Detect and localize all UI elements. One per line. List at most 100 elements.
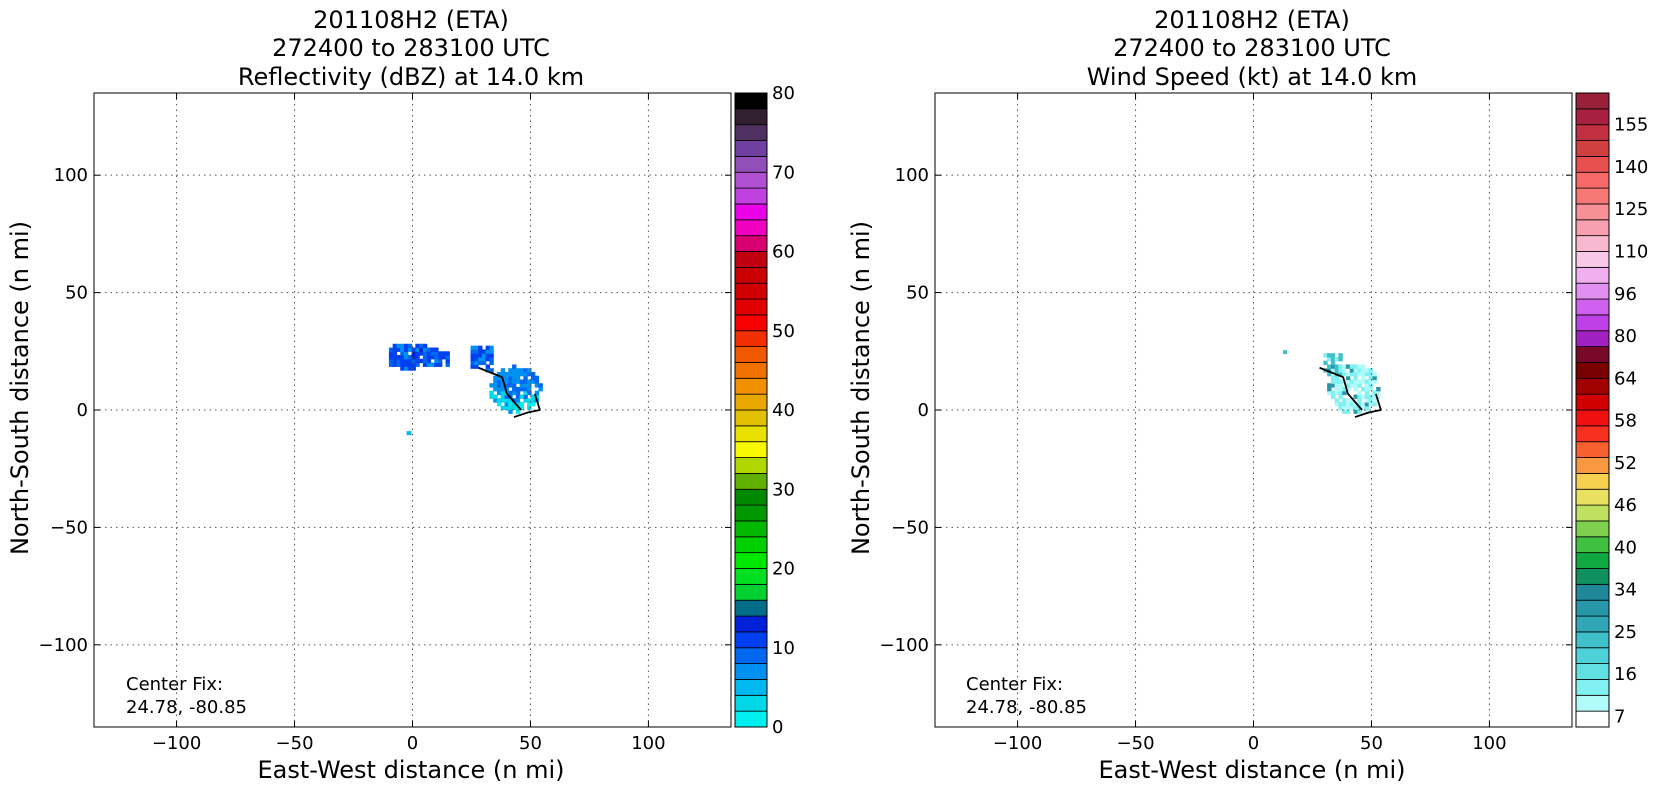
echo-cell	[437, 362, 443, 367]
echo-cell	[404, 366, 409, 371]
echo-cell	[406, 431, 412, 436]
echo-cell	[485, 368, 491, 373]
center-fix-label: Center Fix:	[126, 674, 223, 695]
wind-cell	[1353, 364, 1358, 369]
wind-cell	[1368, 379, 1374, 384]
wind-cell	[1338, 368, 1343, 373]
echo-cell	[481, 353, 487, 358]
echo-cell	[530, 394, 536, 399]
colorbar-bin	[734, 330, 768, 348]
echo-cell	[508, 390, 513, 396]
wind-cell	[1342, 402, 1347, 407]
wind-cell	[1361, 386, 1366, 392]
colorbar-bin	[1575, 631, 1610, 649]
echo-cell	[422, 351, 428, 356]
colorbar-bin	[1575, 251, 1610, 268]
colorbar-bin	[734, 536, 768, 554]
y-tick-label: 0	[77, 400, 88, 421]
echo-cell	[489, 383, 494, 388]
wind-cell	[1353, 379, 1358, 384]
echo-cell	[500, 405, 506, 411]
echo-cell	[504, 371, 509, 377]
echo-cell	[504, 386, 509, 392]
wind-cell	[1338, 383, 1343, 388]
echo-cell	[512, 390, 517, 396]
echo-cell	[388, 355, 394, 360]
echo-cell	[489, 360, 494, 366]
colorbar-frame	[734, 92, 768, 728]
echo-cell	[523, 386, 528, 392]
echo-cell	[478, 353, 483, 358]
x-tick-label: 0	[1248, 733, 1259, 754]
wind-cell	[1334, 356, 1340, 362]
echo-cell	[400, 343, 405, 349]
echo-cell	[407, 358, 413, 364]
echo-cell	[508, 383, 513, 388]
echo-cell	[415, 347, 420, 352]
wind-barb	[1354, 409, 1382, 418]
echo-cell	[519, 379, 524, 384]
echo-cell	[527, 383, 532, 388]
echo-cell	[474, 356, 479, 362]
wind-cell	[1364, 409, 1370, 414]
colorbar-bin	[734, 298, 768, 316]
wind-cell	[1345, 405, 1351, 411]
colorbar-bin	[1575, 124, 1610, 141]
y-tick-label: −50	[891, 517, 929, 538]
wind-cell	[1372, 375, 1377, 381]
echo-cell	[512, 402, 517, 407]
wind-cell	[1368, 386, 1374, 392]
echo-cell	[523, 371, 528, 377]
x-tick-label: 100	[1472, 733, 1506, 754]
wind-cell	[1345, 383, 1351, 388]
wind-cell	[1349, 383, 1355, 388]
echo-cell	[430, 362, 435, 367]
echo-cell	[419, 358, 424, 364]
echo-cell	[515, 368, 521, 373]
x-tick-label: 50	[1360, 733, 1383, 754]
colorbar-bin	[734, 266, 768, 284]
echo-cell	[415, 358, 420, 364]
wind-cell	[1357, 368, 1362, 373]
colorbar-bin	[734, 631, 768, 649]
echo-cell	[434, 347, 439, 352]
echo-cell	[445, 351, 450, 356]
wind-cell	[1330, 356, 1336, 362]
wind-barb	[513, 409, 541, 418]
echo-cell	[519, 402, 524, 407]
colorbar-bin	[734, 583, 768, 601]
wind-cell	[1372, 379, 1377, 384]
echo-cell	[489, 353, 494, 358]
colorbar-tick-label: 7	[1614, 706, 1625, 727]
echo-cell	[515, 379, 521, 384]
colorbar-bin	[1575, 568, 1610, 585]
echo-cell	[485, 364, 491, 369]
colorbar-tick-label: 20	[772, 559, 795, 580]
wind-cell	[1327, 386, 1332, 392]
echo-cell	[530, 371, 536, 377]
echo-cell	[434, 362, 439, 367]
wind-cell	[1345, 364, 1351, 369]
wind-cell	[1361, 375, 1366, 381]
colorbar-bin	[734, 92, 768, 110]
wind-cell	[1342, 398, 1347, 403]
wind-cell	[1330, 360, 1336, 366]
echo-cell	[515, 375, 521, 381]
wind-cell	[1345, 379, 1351, 384]
echo-cell	[527, 379, 532, 384]
echo-cell	[500, 398, 506, 403]
wind-cell	[1361, 364, 1366, 369]
wind-cell	[1338, 371, 1343, 377]
wind-cell	[1327, 371, 1332, 377]
echo-cell	[534, 383, 540, 388]
wind-cell	[1327, 356, 1332, 362]
wind-cell	[1349, 402, 1355, 407]
echo-cell	[496, 379, 502, 384]
echo-cell	[400, 366, 405, 371]
colorbar-bin	[734, 124, 768, 141]
echo-cell	[523, 383, 528, 388]
wind-cell	[1353, 394, 1358, 399]
wind-cell	[1376, 386, 1381, 392]
echo-cell	[437, 351, 443, 356]
